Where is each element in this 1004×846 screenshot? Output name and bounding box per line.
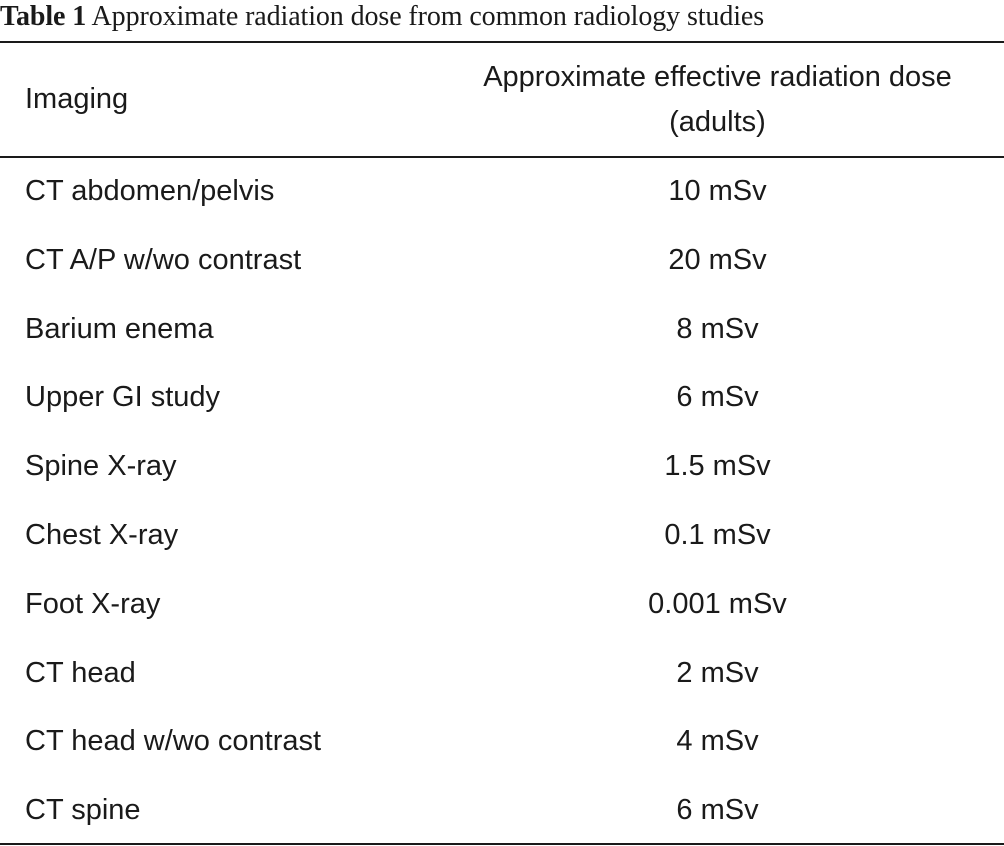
table-bottom-rule — [0, 843, 1004, 845]
table-row: Foot X-ray 0.001 mSv — [0, 571, 1004, 640]
table-caption-text: Approximate radiation dose from common r… — [91, 1, 765, 32]
cell-dose: 10 mSv — [668, 175, 767, 207]
header-cell-imaging: Imaging — [25, 43, 128, 156]
cell-imaging: Foot X-ray — [25, 587, 161, 620]
table-header-row: Imaging Approximate effective radiation … — [0, 43, 1004, 156]
table-body: CT abdomen/pelvis 10 mSv CT A/P w/wo con… — [0, 158, 1004, 846]
cell-dose: 20 mSv — [668, 243, 767, 276]
table-row: CT head 2 mSv — [0, 640, 1004, 709]
table-row: Spine X-ray 1.5 mSv — [0, 433, 1004, 502]
header-label-imaging: Imaging — [25, 83, 129, 115]
header-cell-dose: Approximate effective radiation dose (ad… — [460, 43, 975, 156]
table-row: CT head w/wo contrast 4 mSv — [0, 708, 1004, 777]
table-row: Barium enema 8 mSv — [0, 296, 1004, 365]
table-caption: Table 1 Approximate radiation dose from … — [0, 0, 1004, 38]
table-caption-label: Table 1 — [0, 1, 87, 32]
cell-dose: 0.001 mSv — [648, 587, 787, 620]
cell-imaging: Barium enema — [25, 312, 214, 345]
cell-imaging: Spine X-ray — [25, 450, 177, 483]
cell-imaging: Upper GI study — [25, 381, 221, 414]
cell-dose: 0.1 mSv — [664, 518, 771, 551]
cell-imaging: CT head w/wo contrast — [25, 725, 322, 758]
cell-imaging: CT head — [25, 656, 136, 689]
table-row: CT A/P w/wo contrast 20 mSv — [0, 227, 1004, 296]
cell-dose: 6 mSv — [676, 381, 759, 414]
table-row: CT abdomen/pelvis 10 mSv — [0, 158, 1004, 227]
cell-imaging: Chest X-ray — [25, 518, 179, 551]
cell-imaging: CT abdomen/pelvis — [25, 175, 275, 207]
cell-dose: 2 mSv — [676, 656, 759, 689]
cell-imaging: CT A/P w/wo contrast — [25, 243, 302, 276]
cell-dose: 4 mSv — [676, 725, 759, 758]
cell-dose: 8 mSv — [676, 312, 759, 345]
header-label-dose: Approximate effective radiation dose (ad… — [483, 60, 952, 138]
table-row: Upper GI study 6 mSv — [0, 364, 1004, 433]
table-row: CT spine 6 mSv — [0, 777, 1004, 846]
cell-imaging: CT spine — [25, 794, 141, 827]
cell-dose: 1.5 mSv — [664, 450, 771, 483]
table-row: Chest X-ray 0.1 mSv — [0, 502, 1004, 571]
table-header-rule — [0, 156, 1004, 158]
table-top-rule — [0, 41, 1004, 43]
cell-dose: 6 mSv — [676, 794, 759, 827]
